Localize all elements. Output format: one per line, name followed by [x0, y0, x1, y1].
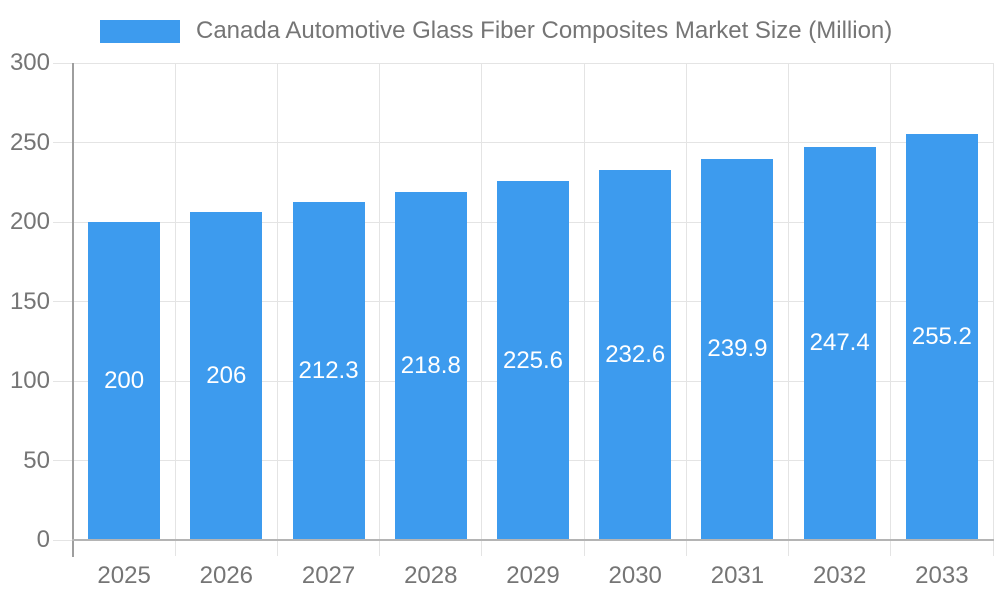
x-axis-tick-label: 2030 — [608, 562, 662, 589]
y-axis-tick-label: 100 — [9, 367, 50, 394]
x-axis-tick-label: 2031 — [710, 562, 765, 589]
y-axis-tick-label: 250 — [9, 128, 50, 156]
x-gridline — [72, 63, 74, 556]
y-axis-tick — [53, 460, 73, 461]
x-gridline — [788, 63, 790, 556]
x-axis-tick-label: 2025 — [97, 562, 151, 589]
bar-value-label: 206 — [206, 362, 247, 390]
x-gridline — [379, 63, 381, 556]
x-gridline — [276, 63, 278, 556]
bar[interactable] — [599, 170, 672, 540]
bar-value-label: 212.3 — [298, 357, 359, 385]
bar[interactable] — [701, 158, 774, 540]
y-axis-line — [72, 63, 74, 557]
bar[interactable] — [88, 222, 161, 540]
bar[interactable] — [190, 212, 263, 540]
bar-value-label: 232.6 — [605, 341, 666, 369]
bar[interactable] — [905, 134, 978, 540]
bar[interactable] — [394, 192, 467, 540]
legend-swatch-icon — [100, 19, 180, 43]
bar-value-label: 225.6 — [502, 346, 564, 374]
y-axis-tick — [53, 539, 73, 541]
bar-value-label: 247.4 — [809, 329, 870, 357]
bar[interactable] — [292, 202, 365, 540]
bar[interactable] — [803, 146, 876, 540]
x-axis-tick-label: 2033 — [915, 562, 969, 589]
y-axis-tick — [53, 221, 73, 223]
x-axis-tick-label: 2032 — [812, 562, 867, 589]
y-axis-tick — [53, 142, 73, 143]
y-axis-tick-label: 150 — [9, 287, 50, 315]
y-axis-tick-label: 300 — [9, 49, 50, 76]
x-axis-tick-label: 2027 — [301, 562, 356, 589]
legend-item[interactable]: Canada Automotive Glass Fiber Composites… — [100, 17, 892, 45]
y-gridline — [73, 62, 993, 64]
y-axis-tick — [53, 62, 73, 64]
x-gridline — [481, 63, 483, 556]
x-gridline — [583, 63, 585, 556]
y-gridline — [73, 142, 993, 143]
x-gridline — [890, 63, 892, 556]
x-gridline — [992, 63, 994, 556]
y-axis-tick — [53, 301, 73, 302]
x-gridline — [174, 63, 176, 556]
bar[interactable] — [497, 181, 569, 540]
x-gridline — [685, 63, 687, 556]
y-axis-tick-label: 200 — [9, 208, 50, 235]
x-axis-tick-label: 2029 — [506, 562, 560, 589]
y-axis-tick — [53, 380, 73, 382]
y-axis-tick-label: 0 — [36, 526, 50, 553]
x-axis-tick-label: 2028 — [404, 562, 458, 589]
y-axis-tick-label: 50 — [23, 446, 50, 474]
bar-value-label: 200 — [104, 367, 145, 394]
bar-value-label: 239.9 — [707, 335, 768, 363]
legend-label: Canada Automotive Glass Fiber Composites… — [196, 17, 893, 44]
x-axis-tick-label: 2026 — [199, 562, 254, 589]
bar-value-label: 255.2 — [911, 323, 972, 351]
bar-value-label: 218.8 — [400, 352, 461, 380]
